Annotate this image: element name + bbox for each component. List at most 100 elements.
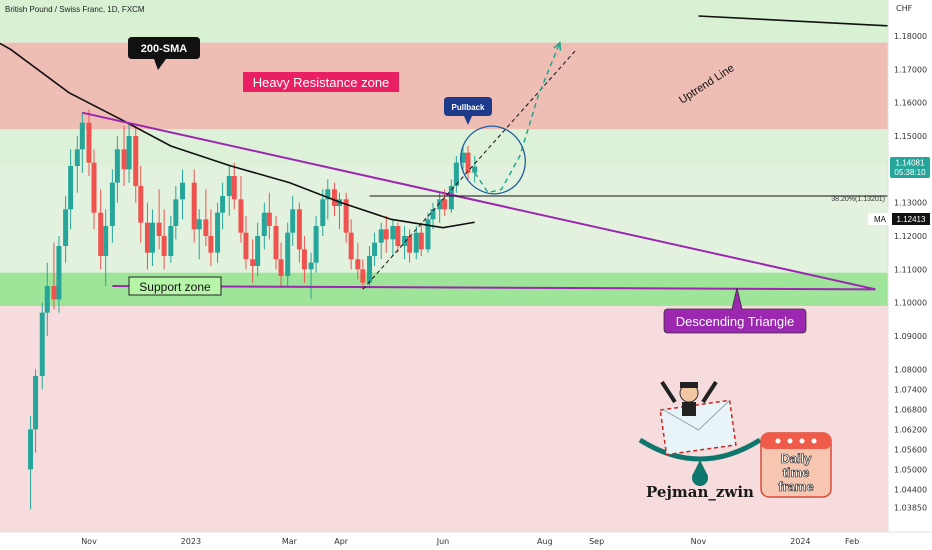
timeframe-line-3: frame [778,479,813,494]
sma-200-line [0,42,475,229]
time-axis[interactable]: Nov 2023 Mar Apr Jun Aug Sep Nov 2024 Feb [0,531,932,550]
pullback-ellipse [460,125,526,195]
candle-body-65 [413,232,419,253]
candle-body-73 [460,152,466,163]
candle-body-47 [308,262,314,270]
timeframe-line-2: time [783,465,810,480]
resistance-label-box [243,72,399,92]
fib-label: 38.20%(1.13201) [831,196,885,203]
candle-body-51 [331,189,337,206]
candle-body-36 [243,232,249,260]
projection-arrowhead [553,41,562,51]
candle-body-39 [261,212,267,236]
projection-path [474,42,561,194]
candle-body-33 [226,176,232,196]
author-name: Pejman_zwin [646,483,754,501]
candle-body-14 [109,182,115,226]
candle-body-75 [472,166,478,173]
current-price-tag [890,157,930,178]
avatar-hair [680,382,698,388]
y-tick-11: 1.07400 [894,385,927,394]
candle-body-42 [278,259,284,276]
candle-body-46 [301,249,307,270]
lines-layer [0,15,893,291]
pullback-callout: Pullback [444,97,526,195]
avatar-suit [682,402,696,416]
y-tick-9: 1.09000 [894,332,927,341]
candle-body-7 [68,166,74,210]
candle-body-74 [465,152,471,173]
support-label-box [128,276,222,296]
x-tick-4: Jun [436,537,450,546]
long-ma-line [698,15,893,27]
calendar-header [761,433,831,449]
y-tick-10: 1.08000 [894,365,927,374]
candle-body-9 [79,122,85,150]
x-tick-1: 2023 [181,537,201,546]
y-tick-15: 1.05000 [894,465,927,474]
y-tick-14: 1.05600 [894,445,927,454]
ma-value-tag [892,213,930,225]
envelope-flap [662,399,730,431]
y-tick-5: 1.13000 [894,199,927,208]
candle-body-68 [430,209,436,220]
calendar-ring-3 [799,438,805,444]
x-tick-5: Aug [537,537,553,546]
candle-body-70 [442,199,448,210]
candle-body-25 [173,199,179,226]
candle-body-1 [33,376,39,430]
triangle-label-bubble [663,287,807,334]
candle-body-27 [191,182,197,230]
ma-value: 1.12413 [897,215,926,224]
candle-body-10 [86,122,92,163]
x-tick-2: Mar [282,537,298,546]
triangle-label-callout: Descending Triangle [663,287,807,334]
candle-body-11 [91,162,97,213]
candle-body-67 [425,219,431,250]
candle-body-41 [273,226,279,260]
candle-body-38 [255,236,261,266]
candle-body-49 [320,199,326,226]
candle-body-56 [360,269,366,283]
pullback-bubble [444,97,492,125]
candle-body-60 [383,229,389,240]
x-tick-7: Nov [691,537,707,546]
y-tick-1: 1.17000 [894,65,927,74]
candle-body-72 [453,162,459,186]
mid-low-background-band [0,166,888,273]
candle-body-53 [343,199,349,233]
candle-body-26 [180,182,186,200]
triangle-label-text: Descending Triangle [676,314,795,329]
logo-drop-circle [692,470,708,486]
y-tick-12: 1.06800 [894,405,927,414]
y-tick-7: 1.11000 [894,265,927,274]
candle-body-21 [149,222,155,253]
candle-body-34 [231,176,237,200]
pullback-text: Pullback [452,103,485,112]
ma-name: MA [874,215,887,224]
candle-body-61 [390,226,396,240]
price-axis[interactable]: CHF 1.180001.170001.160001.150001.140001… [887,0,932,532]
candle-body-40 [266,212,272,226]
candle-body-54 [348,232,354,260]
x-tick-9: Feb [845,537,859,546]
time-axis-background [0,532,932,550]
price-axis-background [888,0,932,532]
candle-body-58 [372,242,378,256]
candle-body-2 [39,312,45,376]
candle-body-15 [114,149,120,183]
candle-body-63 [402,236,408,246]
author-logo: Pejman_zwin [638,380,762,501]
support-label-text: Support zone [139,280,211,294]
candle-body-24 [168,226,174,256]
candle-body-66 [418,232,424,250]
upper-background-band [0,0,888,43]
y-tick-13: 1.06200 [894,425,927,434]
triangle-upper-line [82,111,876,291]
candle-body-20 [144,222,150,253]
candle-body-23 [161,236,167,256]
candle-body-6 [63,209,69,246]
candle-body-4 [51,286,57,300]
candle-body-30 [208,236,214,253]
